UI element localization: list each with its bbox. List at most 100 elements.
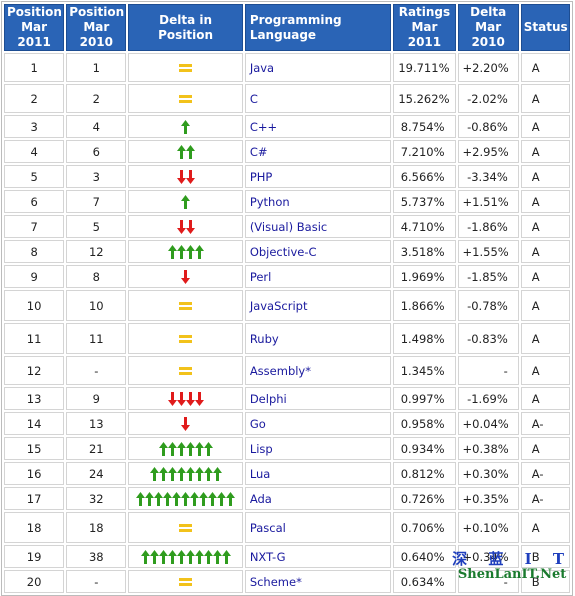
cell-position-2011: 17 xyxy=(4,487,65,510)
cell-ratings: 7.210% xyxy=(393,140,456,163)
arrow-up-icon xyxy=(158,441,168,456)
cell-delta-position xyxy=(128,290,243,321)
language-link[interactable]: Ada xyxy=(249,491,272,506)
arrow-up-icon xyxy=(149,549,159,564)
cell-status: A- xyxy=(520,412,570,435)
language-link[interactable]: Scheme* xyxy=(249,574,302,589)
language-link[interactable]: C# xyxy=(249,144,268,159)
up-arrows xyxy=(181,194,191,209)
language-link[interactable]: Java xyxy=(249,60,275,75)
cell-position-2011: 19 xyxy=(4,545,65,568)
down-arrows xyxy=(176,219,195,234)
language-link[interactable]: Pascal xyxy=(249,520,286,535)
language-link[interactable]: Perl xyxy=(249,269,272,284)
language-link[interactable]: C xyxy=(249,91,258,106)
cell-position-2011: 9 xyxy=(4,265,65,288)
cell-delta-position xyxy=(128,545,243,568)
cell-position-2011: 4 xyxy=(4,140,65,163)
table-row: 12- Assembly* 1.345% - A xyxy=(4,356,570,385)
cell-delta: +1.55% xyxy=(457,240,519,263)
cell-language: (Visual) Basic xyxy=(244,215,392,238)
language-link[interactable]: Go xyxy=(249,416,266,431)
cell-position-2010: 4 xyxy=(66,115,127,138)
cell-position-2010: - xyxy=(66,570,127,593)
arrow-down-icon xyxy=(185,169,195,184)
arrow-down-icon xyxy=(167,391,177,406)
language-link[interactable]: Objective-C xyxy=(249,244,317,259)
cell-position-2011: 1 xyxy=(4,53,65,82)
cell-delta: +0.34% xyxy=(457,545,519,568)
cell-ratings: 1.866% xyxy=(393,290,456,321)
arrow-down-icon xyxy=(181,416,191,431)
table-body: 1 1 Java 19.711% +2.20% A 2 2 C 15.262% -2.02% A 3 4 C… xyxy=(4,53,570,593)
cell-ratings: 0.934% xyxy=(393,437,456,460)
cell-position-2011: 10 xyxy=(4,290,65,321)
cell-delta-position xyxy=(128,412,243,435)
language-link[interactable]: Ruby xyxy=(249,331,279,346)
cell-language: Assembly* xyxy=(244,356,392,385)
cell-position-2011: 13 xyxy=(4,387,65,410)
arrow-up-icon xyxy=(194,549,204,564)
cell-delta: - xyxy=(457,356,519,385)
language-link[interactable]: (Visual) Basic xyxy=(249,219,328,234)
cell-position-2010: 18 xyxy=(66,512,127,543)
cell-delta: -1.85% xyxy=(457,265,519,288)
table-row: 2 2 C 15.262% -2.02% A xyxy=(4,84,570,113)
cell-language: Pascal xyxy=(244,512,392,543)
arrow-up-icon xyxy=(199,491,209,506)
language-link[interactable]: Python xyxy=(249,194,290,209)
cell-language: NXT-G xyxy=(244,545,392,568)
arrow-up-icon xyxy=(145,491,155,506)
language-link[interactable]: NXT-G xyxy=(249,549,286,564)
table-row: 15 21 Lisp 0.934% +0.38% A xyxy=(4,437,570,460)
cell-delta: -0.86% xyxy=(457,115,519,138)
arrow-up-icon xyxy=(194,244,204,259)
cell-ratings: 1.498% xyxy=(393,323,456,354)
table-row: 8 12 Objective-C 3.518% +1.55% A xyxy=(4,240,570,263)
arrow-up-icon xyxy=(154,491,164,506)
header-position-2010: Position Mar 2010 xyxy=(66,4,127,51)
cell-status: A xyxy=(520,356,570,385)
arrow-up-icon xyxy=(167,549,177,564)
cell-position-2010: 10 xyxy=(66,290,127,321)
cell-language: Objective-C xyxy=(244,240,392,263)
cell-ratings: 0.640% xyxy=(393,545,456,568)
cell-position-2010: 2 xyxy=(66,84,127,113)
language-link[interactable]: Lua xyxy=(249,466,271,481)
header-position-2011: Position Mar 2011 xyxy=(4,4,65,51)
table-row: 3 4 C++ 8.754% -0.86% A xyxy=(4,115,570,138)
cell-delta: +0.38% xyxy=(457,437,519,460)
cell-position-2010: - xyxy=(66,356,127,385)
cell-delta: +0.30% xyxy=(457,462,519,485)
cell-delta-position xyxy=(128,190,243,213)
language-link[interactable]: Lisp xyxy=(249,441,273,456)
cell-language: PHP xyxy=(244,165,392,188)
up-arrows xyxy=(176,144,195,159)
cell-ratings: 0.958% xyxy=(393,412,456,435)
cell-delta: -1.86% xyxy=(457,215,519,238)
language-link[interactable]: PHP xyxy=(249,169,273,184)
cell-delta: +0.10% xyxy=(457,512,519,543)
arrow-up-icon xyxy=(203,441,213,456)
table-row: 14 13 Go 0.958% +0.04% A- xyxy=(4,412,570,435)
cell-delta-position xyxy=(128,570,243,593)
cell-language: Lua xyxy=(244,462,392,485)
cell-status: A xyxy=(520,387,570,410)
watermark-line-2: ShenLanIT.Net xyxy=(457,567,567,582)
table-row: 13 9 Delphi 0.997% -1.69% A xyxy=(4,387,570,410)
cell-delta: -3.34% xyxy=(457,165,519,188)
arrow-down-icon xyxy=(194,391,204,406)
cell-status: A xyxy=(520,84,570,113)
language-link[interactable]: Delphi xyxy=(249,391,287,406)
cell-delta: -0.78% xyxy=(457,290,519,321)
cell-delta-position xyxy=(128,84,243,113)
language-link[interactable]: JavaScript xyxy=(249,298,308,313)
cell-position-2011: 5 xyxy=(4,165,65,188)
language-link[interactable]: Assembly* xyxy=(249,363,311,378)
cell-status: A xyxy=(520,512,570,543)
cell-position-2010: 9 xyxy=(66,387,127,410)
language-link[interactable]: C++ xyxy=(249,119,278,134)
cell-delta-position xyxy=(128,387,243,410)
cell-status: A- xyxy=(520,487,570,510)
cell-ratings: 15.262% xyxy=(393,84,456,113)
